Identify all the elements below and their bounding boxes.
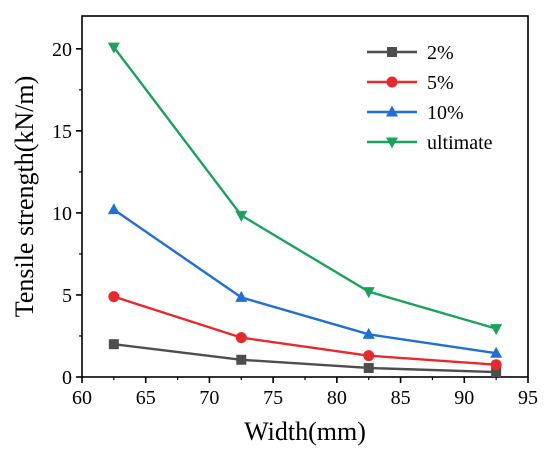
legend-item: ultimate (367, 132, 493, 154)
x-tick-label: 65 (136, 387, 156, 409)
x-tick-label: 85 (391, 387, 411, 409)
legend-item: 10% (367, 102, 464, 124)
data-point (108, 291, 120, 303)
data-point (363, 362, 374, 373)
data-point (362, 327, 375, 339)
legend-label: 2% (427, 42, 454, 64)
legend-item: 2% (367, 42, 454, 64)
series-layer (107, 42, 503, 378)
y-tick-label: 10 (52, 203, 72, 225)
legend-marker (387, 47, 397, 57)
data-point (490, 324, 503, 336)
legend-marker (386, 105, 398, 117)
y-tick-label: 5 (62, 285, 72, 307)
legend-item: 5% (367, 72, 454, 94)
x-axis-title: Width(mm) (244, 417, 366, 446)
legend-marker (386, 137, 398, 149)
series-line (113, 342, 497, 374)
data-point (108, 339, 119, 350)
data-point (107, 42, 120, 54)
y-tick-label: 0 (62, 367, 72, 389)
data-point (490, 359, 502, 371)
data-point (490, 346, 503, 358)
series-1 (108, 291, 502, 371)
data-point (235, 290, 248, 302)
data-point (235, 210, 248, 222)
x-tick-label: 75 (263, 387, 283, 409)
data-point (491, 367, 502, 378)
series-line (113, 295, 497, 366)
y-tick-label: 15 (52, 121, 72, 143)
legend-label: 5% (427, 72, 454, 94)
data-point (235, 332, 247, 344)
axes: 60 65 70 75 80 85 90 95 0 5 10 15 20 (52, 15, 538, 409)
data-point (107, 203, 120, 215)
series-0 (108, 339, 502, 378)
series-2 (107, 203, 503, 358)
series-line (113, 208, 497, 355)
legend: 2% 5% 10% ultimate (367, 42, 493, 154)
x-tick-label: 90 (454, 387, 474, 409)
x-tick-label: 80 (327, 387, 347, 409)
data-point (236, 354, 247, 365)
data-point (363, 350, 375, 362)
y-tick-label: 20 (52, 39, 72, 61)
legend-label: 10% (427, 102, 464, 124)
y-axis-title: Tensile strength(kN/m) (10, 76, 39, 318)
legend-marker (386, 76, 398, 88)
x-tick-label: 60 (72, 387, 92, 409)
x-tick-label: 70 (199, 387, 219, 409)
legend-label: ultimate (427, 132, 493, 154)
plot-frame (81, 15, 529, 378)
data-point (362, 287, 375, 299)
series-line (112, 46, 497, 330)
series-3 (107, 42, 503, 336)
x-tick-label: 95 (518, 387, 538, 409)
